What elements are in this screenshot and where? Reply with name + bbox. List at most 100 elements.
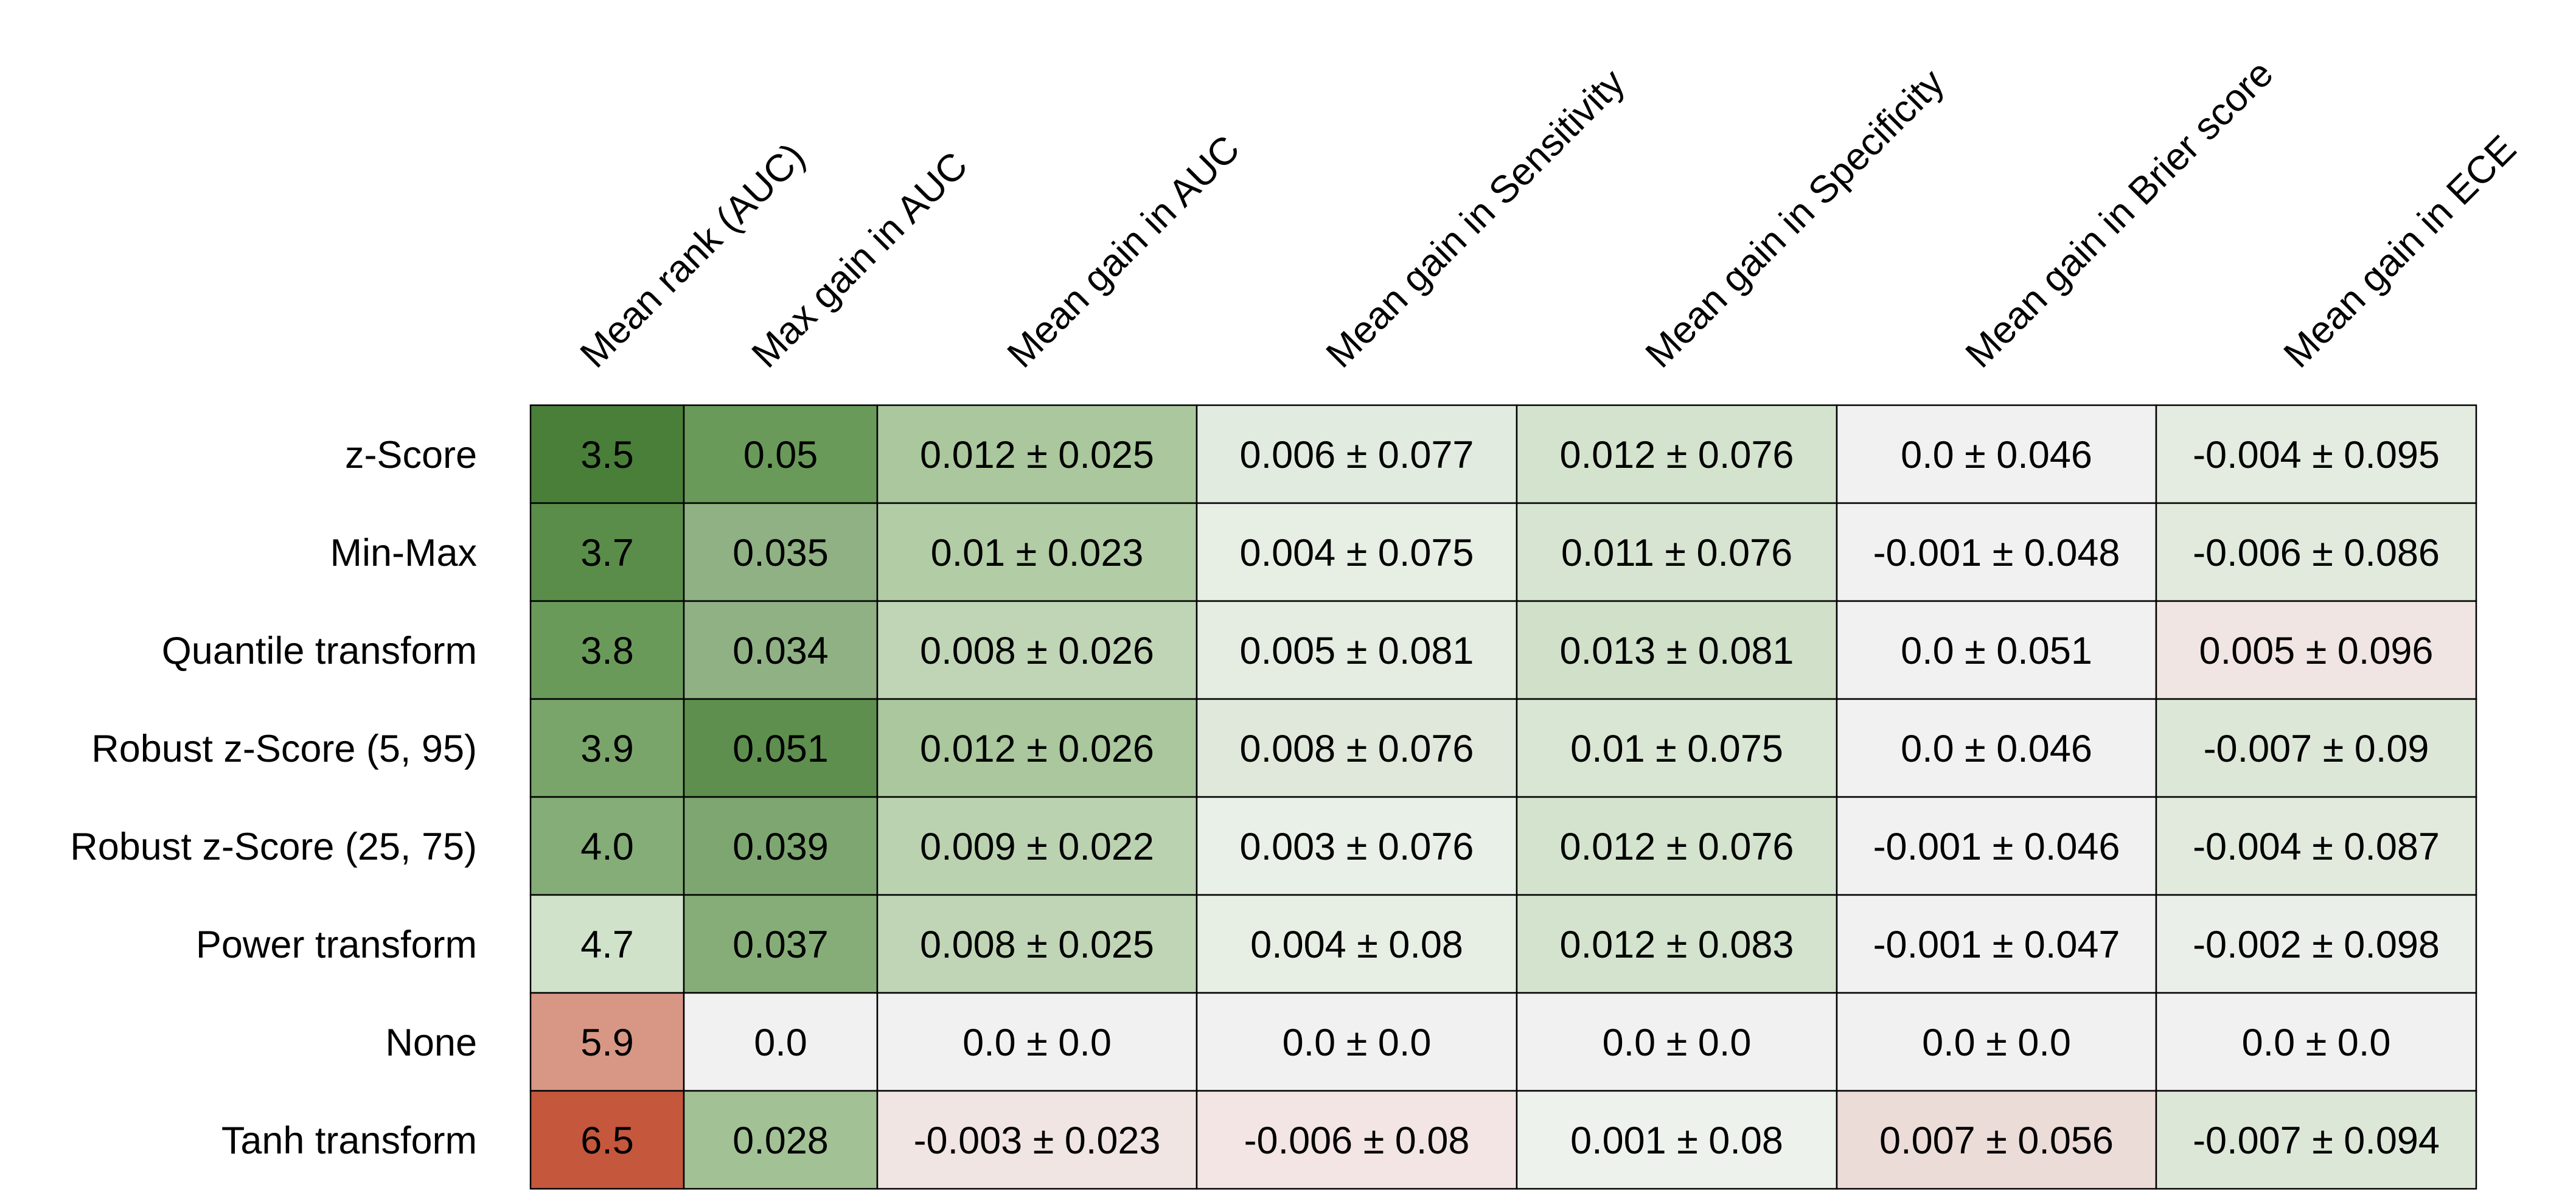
cell-value: 0.012 ± 0.025 [920,434,1154,476]
cell-value: 3.9 [580,728,634,770]
table-cell [876,600,1198,700]
cell-value: 0.001 ± 0.08 [1570,1119,1783,1162]
cell-value: 0.012 ± 0.076 [1560,434,1794,476]
table-cell [1516,502,1838,602]
table-cell [529,502,685,602]
table-cell [529,992,685,1092]
cell-value: 0.039 [733,826,829,868]
table-cell [2155,600,2477,700]
table-cell [683,404,879,504]
table-cell [529,894,685,994]
table-cell [2155,1090,2477,1190]
cell-value: -0.007 ± 0.09 [2204,728,2429,770]
table-cell-values: 3.5 0.05 0.012 ± 0.025 0.006 ± 0.077 0.012 ±… [580,434,2440,1162]
cell-value: -0.002 ± 0.098 [2193,924,2440,966]
cell-value: 0.01 ± 0.075 [1570,728,1783,770]
row-label-power-transform: Power transform [196,924,477,966]
cell-value: 0.037 [733,924,829,966]
table-cell [1836,1090,2157,1190]
cell-value: 6.5 [580,1119,634,1162]
cell-value: 0.009 ± 0.022 [920,826,1154,868]
table-cell [876,796,1198,896]
table-cell [683,600,879,700]
cell-value: -0.001 ± 0.048 [1873,532,2120,574]
row-label-robust-z-score-5-95: Robust z-Score (5, 95) [91,728,477,770]
column-header-mean-gain-in-auc: Mean gain in AUC [999,127,1248,376]
table-cell [683,698,879,798]
table-cell [2155,502,2477,602]
cell-value: 0.004 ± 0.08 [1250,924,1463,966]
cell-value: 4.0 [580,826,634,868]
cell-value: 0.0 ± 0.0 [963,1021,1112,1064]
table-cell [1516,894,1838,994]
column-header-mean-gain-in-sensitivity: Mean gain in Sensitivity [1318,61,1633,376]
row-label-quantile-transform: Quantile transform [162,630,477,672]
table-cell [1516,404,1838,504]
table-cell [876,404,1198,504]
cell-value: 3.5 [580,434,634,476]
table-cell [1196,1090,1518,1190]
cell-value: 3.7 [580,532,634,574]
cell-value: 0.012 ± 0.083 [1560,924,1794,966]
cell-value: 0.0 ± 0.0 [1922,1021,2071,1064]
table-cell [1196,698,1518,798]
row-label-min-max: Min-Max [330,532,477,574]
cell-value: 0.008 ± 0.026 [920,630,1154,672]
table-cell [1836,404,2157,504]
cell-value: 0.051 [733,728,829,770]
cell-value: -0.006 ± 0.08 [1244,1119,1470,1162]
column-header-mean-gain-in-ece: Mean gain in ECE [2275,127,2524,376]
row-label-tanh-transform: Tanh transform [221,1119,477,1162]
row-labels: z-Score Min-Max Quantile transform Robust z… [70,434,477,1162]
cell-value: 0.007 ± 0.056 [1879,1119,2114,1162]
table-cell [529,796,685,896]
row-label-z-score: z-Score [345,434,477,476]
cell-value: 0.0 ± 0.0 [1603,1021,1752,1064]
cell-value: -0.006 ± 0.086 [2193,532,2440,574]
column-header-mean-gain-in-brier-score: Mean gain in Brier score [1957,52,2281,376]
table-cell [1836,698,2157,798]
table-cell [876,502,1198,602]
cell-value: -0.007 ± 0.094 [2193,1119,2440,1162]
cell-value: 3.8 [580,630,634,672]
table-cell [1516,992,1838,1092]
cell-value: 0.0 ± 0.046 [1901,728,2092,770]
cell-value: 0.034 [733,630,829,672]
cell-value: 0.005 ± 0.096 [2199,630,2434,672]
table-cell [529,698,685,798]
cell-value: -0.004 ± 0.095 [2193,434,2440,476]
cell-value: 4.7 [580,924,634,966]
table-cell [1836,992,2157,1092]
cell-value: -0.001 ± 0.046 [1873,826,2120,868]
cell-value: 0.0 ± 0.0 [2242,1021,2391,1064]
cell-value: 0.028 [733,1119,829,1162]
cell-value: 0.008 ± 0.025 [920,924,1154,966]
cell-value: 0.0 ± 0.046 [1901,434,2092,476]
table-cell [1196,894,1518,994]
table-cell [1836,502,2157,602]
cell-value: 0.011 ± 0.076 [1561,532,1792,574]
table-cell [683,1090,879,1190]
cell-value: 0.004 ± 0.075 [1240,532,1474,574]
cell-value: 0.012 ± 0.076 [1560,826,1794,868]
table-cell [876,894,1198,994]
cell-value: 0.013 ± 0.081 [1560,630,1794,672]
table-cell [529,404,685,504]
table-cells [529,404,2477,1190]
cell-value: 0.008 ± 0.076 [1240,728,1474,770]
table-cell [2155,992,2477,1092]
cell-value: 5.9 [580,1021,634,1064]
cell-value: 0.012 ± 0.026 [920,728,1154,770]
cell-value: 0.005 ± 0.081 [1240,630,1474,672]
cell-value: -0.001 ± 0.047 [1873,924,2120,966]
table-cell [1516,600,1838,700]
cell-value: -0.003 ± 0.023 [914,1119,1161,1162]
cell-value: 0.0 [754,1021,807,1064]
table-cell [1196,404,1518,504]
table-cell [1196,992,1518,1092]
table-cell [529,1090,685,1190]
cell-value: 0.006 ± 0.077 [1240,434,1474,476]
cell-value: 0.01 ± 0.023 [931,532,1144,574]
